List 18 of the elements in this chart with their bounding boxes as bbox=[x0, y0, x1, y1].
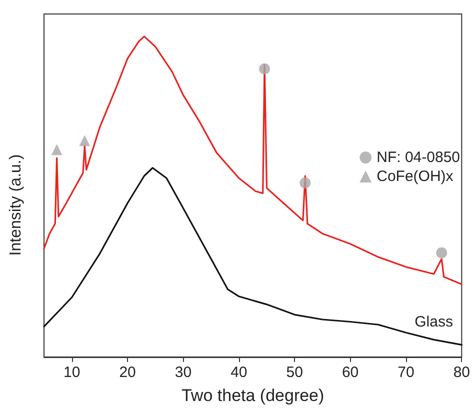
x-tick-label: 30 bbox=[174, 364, 192, 381]
point bbox=[51, 144, 62, 156]
x-tick-label: 80 bbox=[453, 364, 470, 381]
point bbox=[300, 177, 311, 188]
point bbox=[259, 63, 270, 74]
point bbox=[436, 247, 448, 258]
x-tick-label: 50 bbox=[286, 364, 303, 381]
y-axis-title: Intensity (a.u.) bbox=[8, 154, 24, 256]
x-tick-label: 20 bbox=[119, 364, 136, 381]
legend-label: CoFe(OH)x bbox=[376, 168, 454, 185]
x-tick-label: 40 bbox=[230, 364, 248, 381]
legend-label: NF: 04-0850 bbox=[376, 149, 460, 166]
x-tick-label: 10 bbox=[64, 364, 80, 381]
point bbox=[79, 135, 90, 146]
x-axis-title: Two theta (degree) bbox=[181, 386, 324, 405]
series-label: Glass bbox=[414, 314, 453, 331]
x-tick-label: 70 bbox=[398, 364, 414, 381]
x-tick-label: 60 bbox=[342, 364, 359, 381]
